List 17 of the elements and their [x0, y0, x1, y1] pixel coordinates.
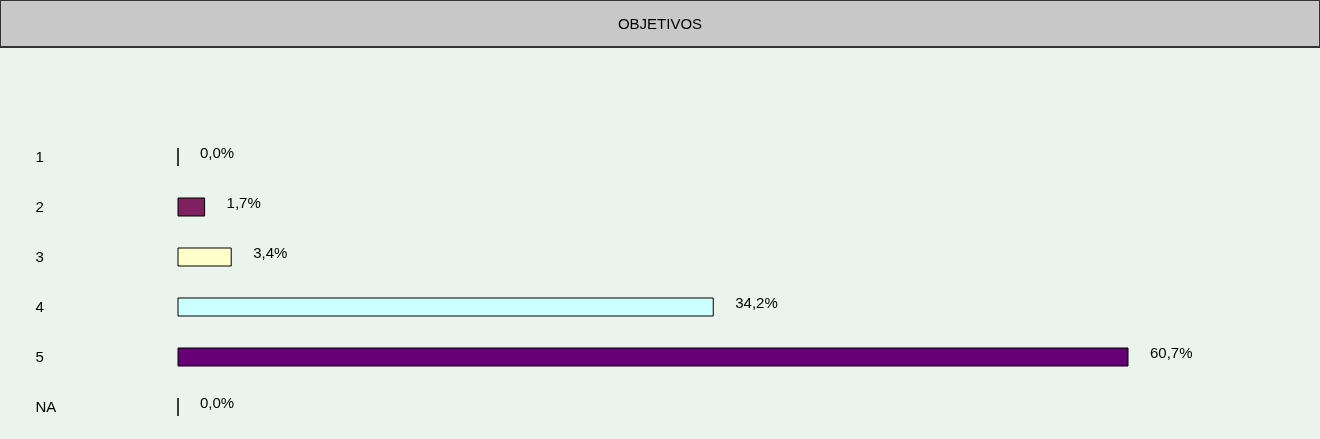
- y-tick-label: 2: [35, 198, 44, 215]
- y-tick-label: NA: [35, 398, 57, 415]
- data-label: 1,7%: [226, 194, 261, 211]
- data-label: 3,4%: [253, 244, 288, 261]
- data-label: 0,0%: [200, 394, 235, 411]
- bar: [177, 197, 206, 217]
- y-tick-label: 1: [35, 148, 44, 165]
- y-tick-label: 3: [35, 248, 44, 265]
- y-tick-label: 5: [35, 348, 44, 365]
- y-tick-label: 4: [35, 298, 44, 315]
- bar: [177, 347, 1129, 367]
- chart-title: OBJETIVOS: [0, 0, 1320, 48]
- data-label: 0,0%: [200, 144, 235, 161]
- bar: [177, 247, 232, 267]
- data-label: 60,7%: [1150, 344, 1193, 361]
- bar: [177, 297, 714, 317]
- data-label: 34,2%: [735, 294, 778, 311]
